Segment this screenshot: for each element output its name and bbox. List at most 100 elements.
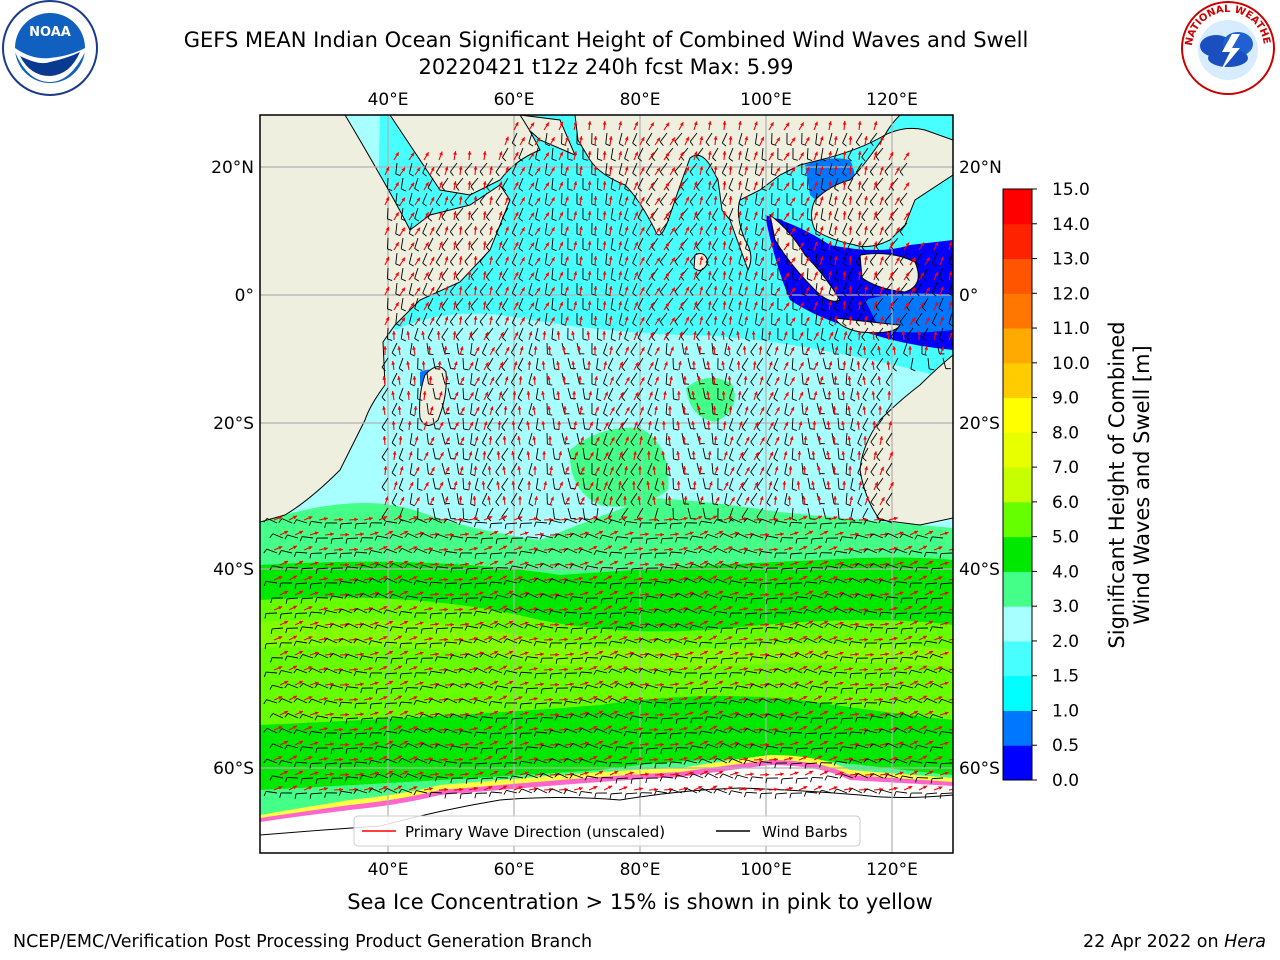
wave-direction-arrowhead [428,376,433,380]
wind-barb-flag [819,523,822,529]
wave-direction-arrowhead [815,332,819,337]
wind-barb-flag [632,262,637,267]
wave-direction-arrowhead [579,166,583,170]
wind-barb-flag [528,473,534,477]
wind-barb-shaft [806,267,809,280]
wave-direction-arrowhead [819,226,824,231]
wind-barb-shaft [842,192,848,204]
wind-barb-shaft [582,447,586,459]
wind-barb-shaft [773,417,779,429]
wind-barb-shaft [828,162,833,174]
wind-barb-flag [551,188,557,192]
wind-barb-shaft [816,402,821,414]
wave-direction-arrowhead [514,152,519,157]
wave-direction-arrowhead [551,257,555,262]
wind-barb-flag [869,291,874,296]
wind-barb-flag [938,277,944,282]
wind-barb-flag [890,186,895,191]
wave-direction-arrowhead [409,481,414,486]
wind-barb-flag [536,398,542,402]
wind-barb-flag [728,187,734,192]
wind-barb-shaft [311,520,323,524]
wind-barb-flag [410,473,415,477]
wave-direction-arrowhead [704,530,709,535]
wind-barb-shaft [414,327,419,339]
wind-barb-shaft [756,387,764,398]
wind-barb-flag [596,458,602,462]
wave-direction-arrowhead [649,362,654,367]
wind-barb-shaft [497,537,509,540]
wind-barb-flag [786,233,792,236]
wind-barb-flag [504,523,507,529]
wind-barb-flag [784,473,790,477]
wind-barb-flag [721,142,727,147]
wave-direction-arrowhead [563,406,567,410]
wave-direction-arrowhead [665,212,670,217]
wind-barb-shaft [761,327,764,339]
wind-barb-flag [615,351,620,357]
wave-direction-arrowhead [635,362,639,367]
wave-direction-arrowhead [769,392,774,397]
wind-barb-shaft [876,357,884,368]
wave-direction-arrowhead [819,196,824,201]
wind-barb-shaft [486,267,494,278]
wave-direction-arrowhead [905,152,910,157]
wave-direction-arrowhead [699,166,704,171]
wind-barb-flag [689,171,694,176]
wind-barb-flag [755,143,761,147]
wind-barb-flag [398,519,402,525]
wind-barb-flag [501,396,506,402]
wind-barb-flag [890,306,895,311]
wave-direction-arrowhead [559,151,564,156]
wind-barb-shaft [842,282,848,294]
wind-barb-flag [567,158,573,161]
wind-barb-shaft [738,192,743,204]
wind-barb-flag [673,518,679,521]
wind-barb-flag [861,186,866,192]
wind-barb-shaft [464,282,473,292]
wind-barb-flag [591,503,597,506]
wind-barb-flag [610,188,616,192]
wind-barb-shaft [566,518,578,524]
wave-direction-arrowhead [498,151,503,156]
wave-direction-arrowhead [754,301,758,306]
wind-barb-flag [689,321,694,326]
wave-direction-arrowhead [475,346,480,351]
wind-barb-flag [455,186,460,191]
wind-barb-shaft [510,402,518,413]
wind-barb-shaft [861,147,869,158]
wind-barb-flag [417,428,423,431]
wind-barb-flag [591,173,597,176]
wind-barb-flag [792,428,798,432]
wave-direction-arrowhead [848,346,853,350]
wind-barb-flag [545,293,551,297]
wind-barb-shaft [511,222,518,234]
wind-barb-shaft [745,267,749,279]
wave-direction-arrowhead [776,287,780,292]
wind-barb-shaft [636,447,644,458]
wind-barb-flag [659,201,664,206]
wind-barb-flag [458,383,464,385]
wave-direction-arrowhead [454,451,459,456]
wind-barb-flag [915,261,920,267]
wave-direction-arrowhead [926,317,930,322]
wind-barb-shaft [449,162,458,173]
wind-barb-shaft [654,417,659,429]
wind-barb-shaft [784,432,788,444]
wind-barb-flag [815,323,821,327]
wind-barb-flag [528,383,534,387]
wave-direction-arrowhead [479,531,484,536]
wind-barb-flag [603,503,608,507]
wind-barb-flag [495,321,500,327]
wave-direction-arrowhead [505,166,509,171]
wind-barb-shaft [630,462,638,473]
wave-direction-arrowhead [308,516,313,520]
wave-direction-arrowhead [856,361,861,365]
wave-direction-arrowhead [573,121,578,126]
wind-barb-shaft [711,402,714,414]
wave-direction-arrowhead [565,256,569,261]
wave-direction-arrowhead [697,436,702,440]
wind-barb-shaft [400,267,404,279]
wave-direction-arrowhead [629,531,634,536]
